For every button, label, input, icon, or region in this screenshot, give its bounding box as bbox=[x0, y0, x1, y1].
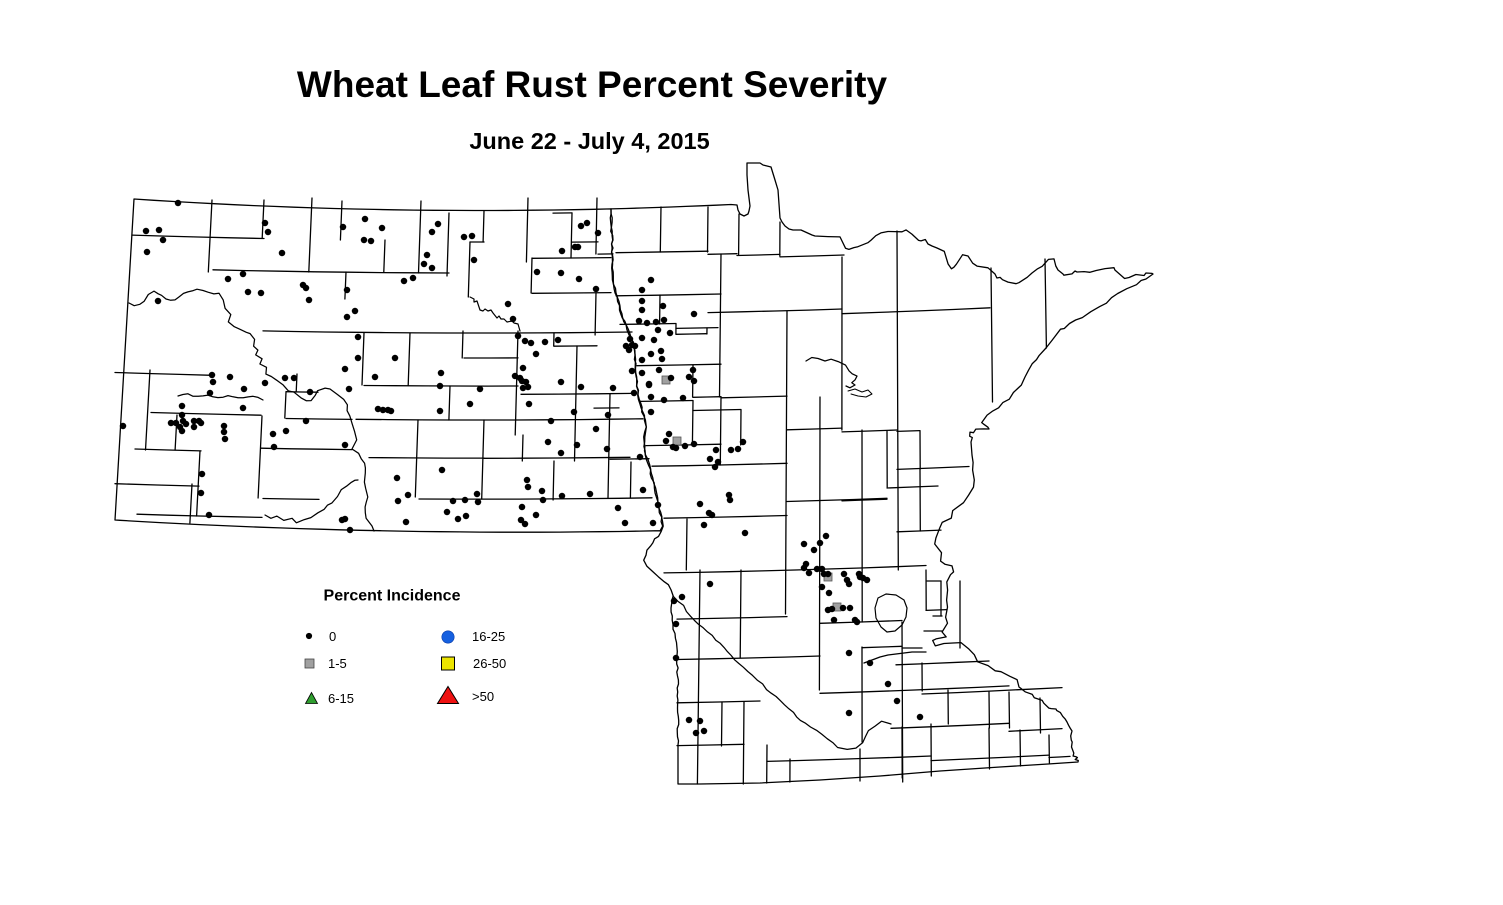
svg-text:Wheat Leaf Rust Percent Severi: Wheat Leaf Rust Percent Severity bbox=[297, 64, 888, 105]
svg-text:26-50: 26-50 bbox=[473, 656, 506, 671]
svg-text:1-5: 1-5 bbox=[328, 656, 347, 671]
svg-text:>50: >50 bbox=[472, 689, 494, 704]
svg-text:6-15: 6-15 bbox=[328, 691, 354, 706]
svg-text:16-25: 16-25 bbox=[472, 629, 505, 644]
svg-text:Percent Incidence: Percent Incidence bbox=[324, 588, 461, 605]
svg-text:June 22 - July 4, 2015: June 22 - July 4, 2015 bbox=[469, 128, 709, 154]
svg-text:0: 0 bbox=[329, 629, 336, 644]
